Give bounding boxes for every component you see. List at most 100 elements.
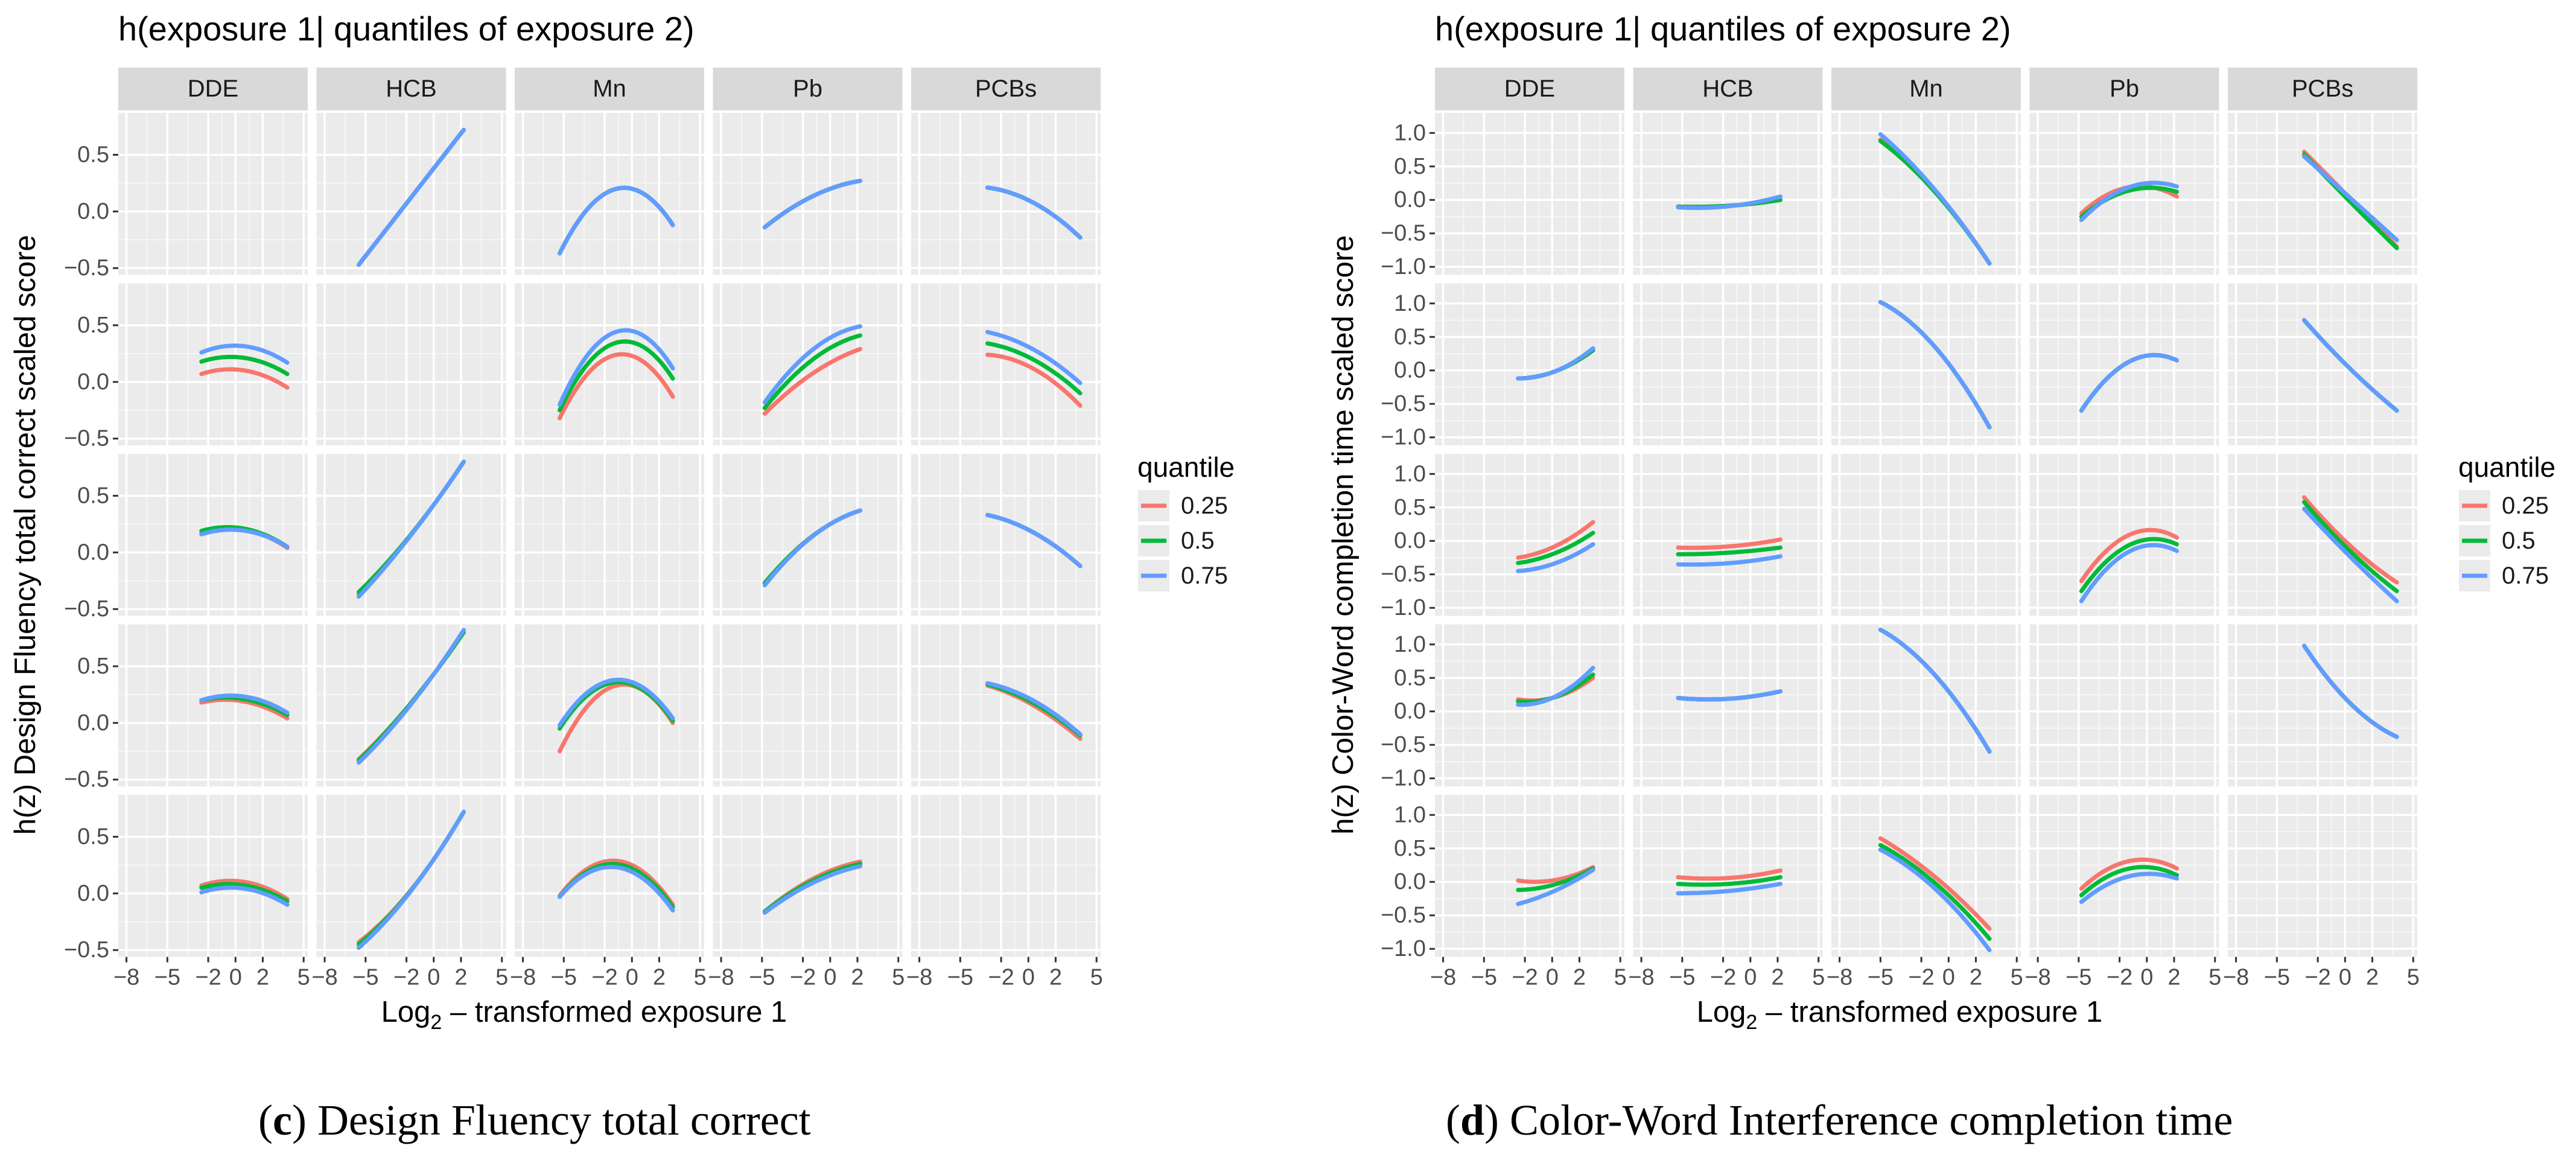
facet-panel — [911, 624, 1101, 786]
x-tick-label: 2 — [851, 965, 863, 990]
facet-panel — [515, 624, 704, 786]
curve-q0.5 — [1516, 866, 1595, 892]
x-tick-label: 0 — [1942, 965, 1955, 990]
y-tick-label: −0.5 — [1381, 221, 1426, 246]
facet-panel — [118, 795, 308, 957]
x-axis-label-rest: – transformed exposure 1 — [442, 996, 787, 1028]
column-strip — [118, 68, 308, 110]
x-tick-label: 5 — [1090, 965, 1103, 990]
panel-background — [316, 283, 506, 445]
y-tick-label: 0.0 — [77, 199, 109, 224]
curve-q0.75 — [762, 508, 862, 588]
chart-title: h(exposure 1| quantiles of exposure 2) — [1435, 10, 2011, 48]
curve-q0.5 — [1878, 843, 1992, 941]
panel-background — [118, 795, 308, 957]
facet-panel — [713, 283, 903, 445]
legend-label: 0.75 — [1181, 562, 1228, 589]
panel-background — [118, 113, 308, 275]
curve-q0.75 — [2302, 154, 2399, 243]
panel-background — [911, 454, 1101, 616]
panel-background — [911, 624, 1101, 786]
facet-panel — [2228, 624, 2417, 786]
y-tick-label: −0.5 — [1381, 732, 1426, 757]
panel-background — [1831, 113, 2021, 275]
facet-panel — [2228, 113, 2417, 275]
x-tick-label: 2 — [256, 965, 269, 990]
x-tick-label: −8 — [906, 965, 932, 990]
y-tick-label: 0.0 — [77, 369, 109, 395]
panel-background — [1831, 624, 2021, 786]
curve-q0.75 — [1878, 300, 1992, 430]
caption-c: (c) Design Fluency total correct — [258, 1096, 811, 1144]
facet-panel — [2228, 454, 2417, 616]
curve-q0.5 — [1676, 875, 1783, 887]
facet-panel — [2029, 283, 2219, 445]
x-tick-label: −8 — [2024, 965, 2050, 990]
x-tick-label: 5 — [2407, 965, 2420, 990]
x-tick-label: −2 — [2304, 965, 2330, 990]
facet-panel — [713, 454, 903, 616]
curve-q0.5 — [2079, 865, 2179, 897]
y-tick-label: 0.5 — [1394, 324, 1426, 349]
curve-q0.25 — [199, 879, 290, 902]
x-tick-label: −2 — [988, 965, 1014, 990]
x-tick-label: −2 — [1710, 965, 1736, 990]
column-strip-label: Pb — [793, 75, 822, 102]
x-tick-label: −2 — [195, 965, 221, 990]
x-tick-label: 2 — [2366, 965, 2379, 990]
panel-background — [1435, 113, 1624, 275]
x-tick-label: −5 — [1868, 965, 1894, 990]
y-tick-label: 1.0 — [1394, 802, 1426, 827]
facet-panel — [316, 113, 506, 275]
facet-panel — [1633, 795, 1823, 957]
x-axis-label: Log2 – transformed exposure 1 — [381, 996, 787, 1034]
column-strip — [2228, 68, 2417, 110]
x-tick-label: −2 — [1512, 965, 1538, 990]
facet-panel — [118, 283, 308, 445]
x-tick-label: −2 — [2107, 965, 2132, 990]
curve-q0.25 — [2079, 857, 2179, 891]
y-tick-label: 1.0 — [1394, 461, 1426, 486]
curve-q0.75 — [2302, 506, 2399, 604]
y-tick-label: 0.5 — [77, 654, 109, 679]
column-strip-label: HCB — [1702, 75, 1753, 102]
x-tick-label: 5 — [2011, 965, 2023, 990]
facet-panel — [911, 454, 1101, 616]
curve-q0.75 — [985, 512, 1083, 569]
facet-panel — [316, 624, 506, 786]
facet-panel — [2228, 283, 2417, 445]
x-tick-label: −2 — [790, 965, 816, 990]
curve-q0.25 — [558, 352, 675, 421]
x-tick-label: 0 — [1744, 965, 1757, 990]
curve-q0.25 — [985, 352, 1083, 408]
x-tick-label: 2 — [1049, 965, 1062, 990]
curve-q0.75 — [1878, 132, 1992, 266]
x-axis-label-log: Log — [1697, 996, 1746, 1028]
y-tick-label: 0.0 — [1394, 699, 1426, 724]
y-tick-label: 0.0 — [1394, 358, 1426, 383]
x-axis-label: Log2 – transformed exposure 1 — [1697, 996, 2103, 1034]
y-tick-label: −0.5 — [1381, 562, 1426, 587]
y-tick-label: −1.0 — [1381, 936, 1426, 961]
x-tick-label: 2 — [1771, 965, 1784, 990]
column-strip — [1633, 68, 1823, 110]
curve-q0.75 — [2302, 643, 2399, 739]
panel-background — [713, 624, 903, 786]
facet-panel — [316, 454, 506, 616]
panel-background — [1633, 624, 1823, 786]
x-axis-label-rest: – transformed exposure 1 — [1757, 996, 2102, 1028]
y-tick-label: 0.5 — [1394, 665, 1426, 690]
facet-panel — [1435, 113, 1624, 275]
curve-q0.75 — [1516, 666, 1595, 707]
x-tick-label: 5 — [892, 965, 905, 990]
x-tick-label: 2 — [2167, 965, 2180, 990]
facet-panel — [1633, 454, 1823, 616]
panel-background — [911, 113, 1101, 275]
panel-background — [1435, 795, 1624, 957]
curve-q0.75 — [199, 693, 290, 715]
facet-panel — [515, 113, 704, 275]
x-tick-label: −5 — [1471, 965, 1497, 990]
curve-q0.75 — [1676, 554, 1783, 567]
curve-q0.25 — [1676, 537, 1783, 550]
curve-q0.75 — [357, 459, 466, 599]
